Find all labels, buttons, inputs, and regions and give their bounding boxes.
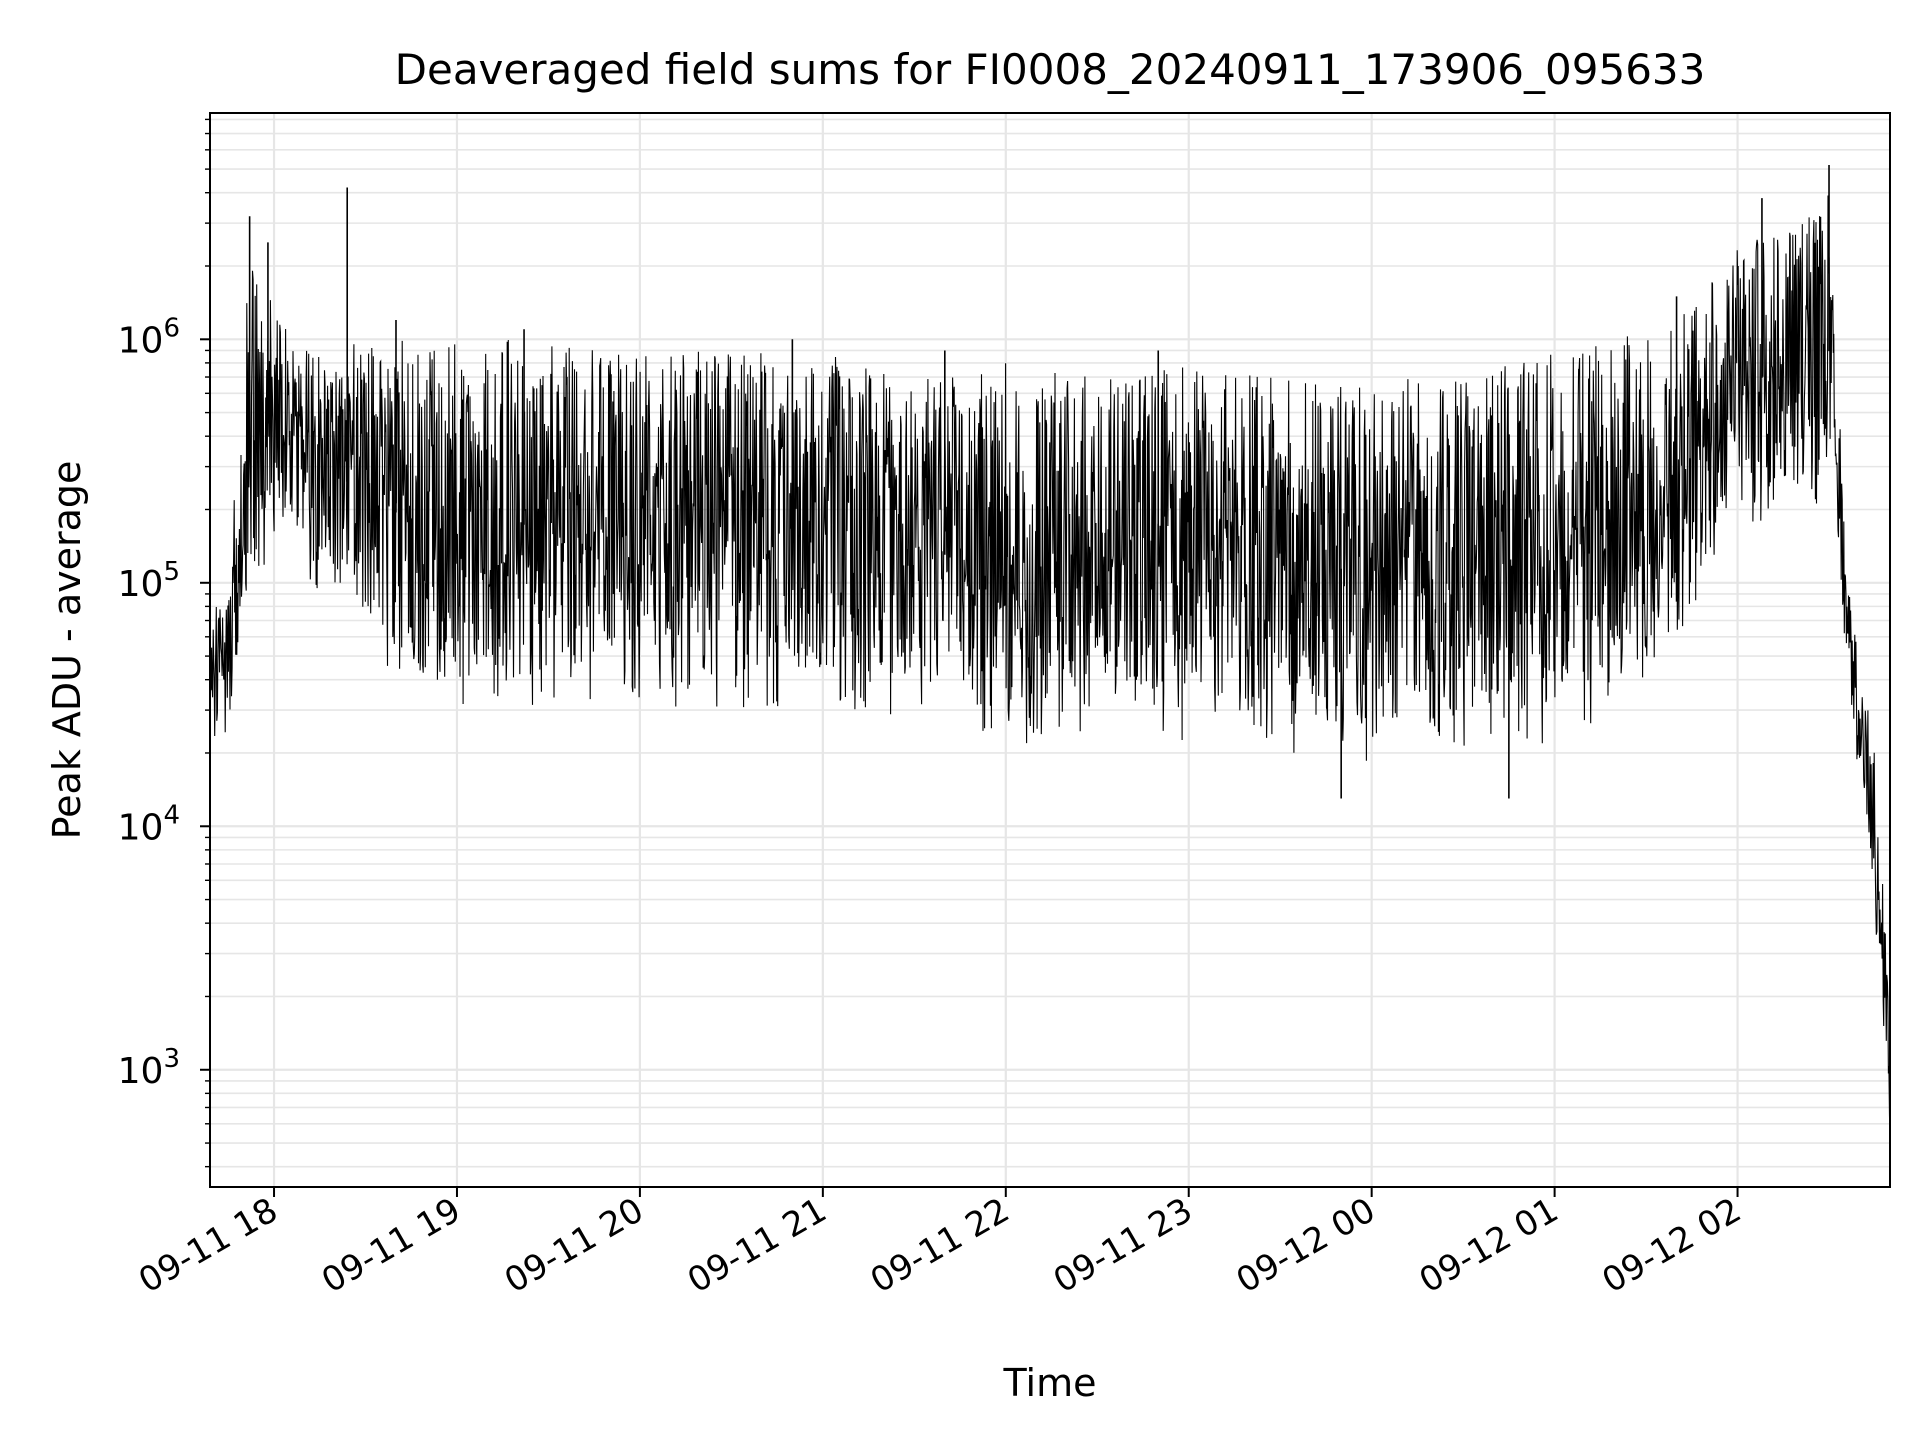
x-tick-label: 09-11 23 [1047,1190,1199,1301]
x-tick-label: 09-12 00 [1230,1190,1382,1301]
x-axis-label: Time [1003,1361,1097,1405]
x-tick-label: 09-12 01 [1413,1190,1565,1301]
y-tick-base: 10 [118,320,164,361]
y-tick-exponent: 4 [163,800,180,830]
y-tick-base: 10 [118,807,164,848]
x-tick-label: 09-11 22 [864,1190,1016,1301]
y-tick-label: 104 [118,800,180,848]
series-layer [209,164,1891,1138]
series-line [209,195,1891,1138]
y-tick-exponent: 6 [163,313,180,343]
y-tick-label: 106 [118,313,180,361]
x-tick-label: 09-11 19 [315,1190,467,1301]
x-tick-label: 09-11 18 [132,1190,284,1301]
y-tick-base: 10 [118,564,164,605]
x-tick-label: 09-12 02 [1596,1190,1748,1301]
y-tick-exponent: 5 [163,557,180,587]
y-tick-exponent: 3 [163,1044,180,1074]
y-axis-label: Peak ADU - average [45,461,89,840]
y-tick-base: 10 [118,1051,164,1092]
y-tick-label: 105 [118,557,180,605]
y-tick-label: 103 [118,1044,180,1092]
chart-title: Deaveraged field sums for FI0008_2024091… [395,45,1706,94]
x-tick-label: 09-11 21 [681,1190,833,1301]
plot-frame [209,112,1891,1188]
x-tick-label: 09-11 20 [498,1190,650,1301]
